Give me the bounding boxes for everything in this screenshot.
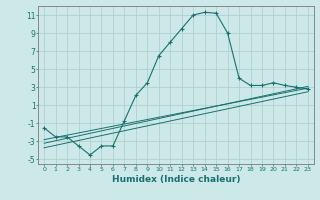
X-axis label: Humidex (Indice chaleur): Humidex (Indice chaleur)	[112, 175, 240, 184]
